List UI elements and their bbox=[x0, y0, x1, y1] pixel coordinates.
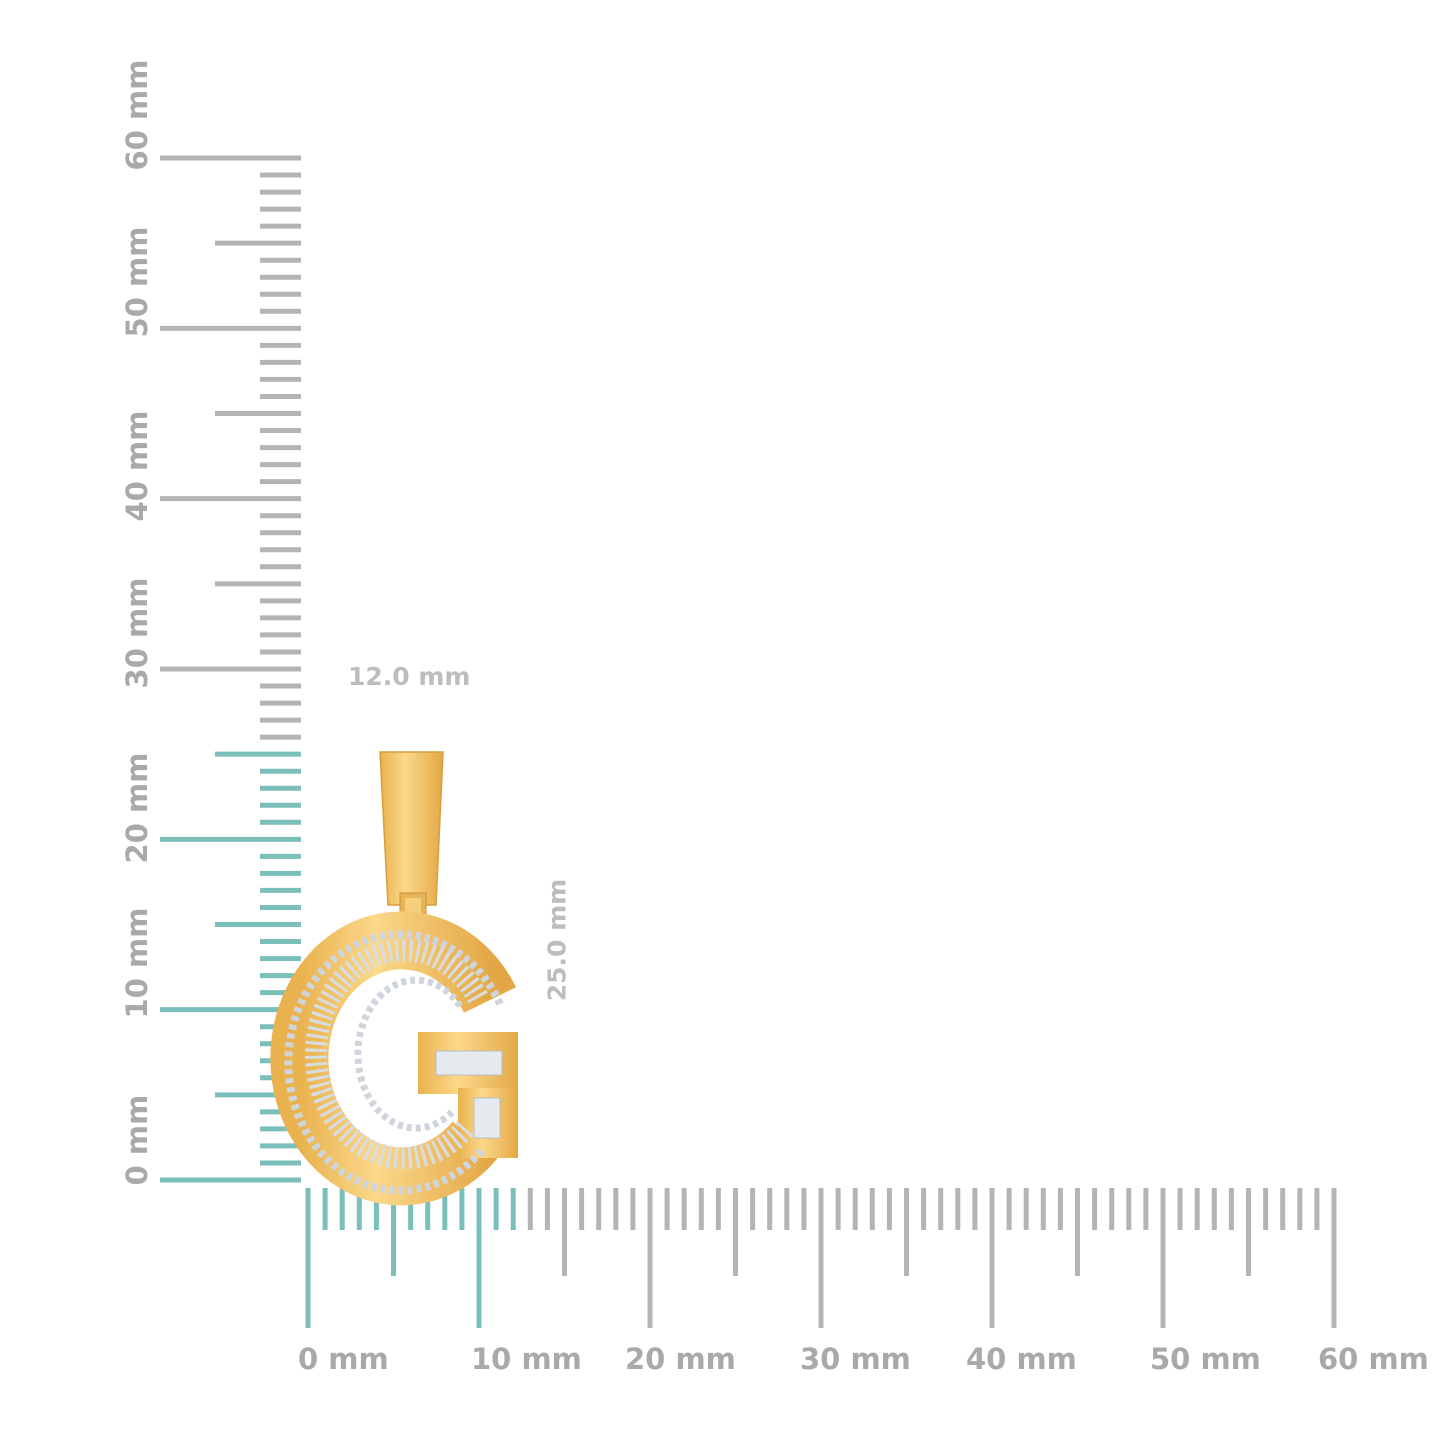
vertical-ruler-label: 10 mm bbox=[120, 907, 154, 1019]
horizontal-ruler-label: 30 mm bbox=[800, 1342, 911, 1376]
vertical-ruler-label: 50 mm bbox=[120, 226, 154, 338]
height-dimension-label: 25.0 mm bbox=[542, 878, 572, 1002]
vertical-ruler-label: 20 mm bbox=[120, 752, 154, 864]
width-dimension-label: 12.0 mm bbox=[348, 662, 471, 691]
horizontal-ruler-label: 60 mm bbox=[1318, 1342, 1429, 1376]
horizontal-ruler-label: 40 mm bbox=[966, 1342, 1077, 1376]
vertical-ruler-label: 0 mm bbox=[120, 1094, 154, 1186]
letter-g bbox=[270, 911, 518, 1206]
horizontal-ruler-label: 10 mm bbox=[471, 1342, 582, 1376]
horizontal-ruler-label: 20 mm bbox=[625, 1342, 736, 1376]
horizontal-ruler-label: 50 mm bbox=[1150, 1342, 1261, 1376]
horizontal-ruler-label: 0 mm bbox=[298, 1342, 389, 1376]
vertical-ruler-label: 30 mm bbox=[120, 577, 154, 689]
vertical-ruler-label: 40 mm bbox=[120, 410, 154, 522]
vertical-ruler-label: 60 mm bbox=[120, 59, 154, 171]
